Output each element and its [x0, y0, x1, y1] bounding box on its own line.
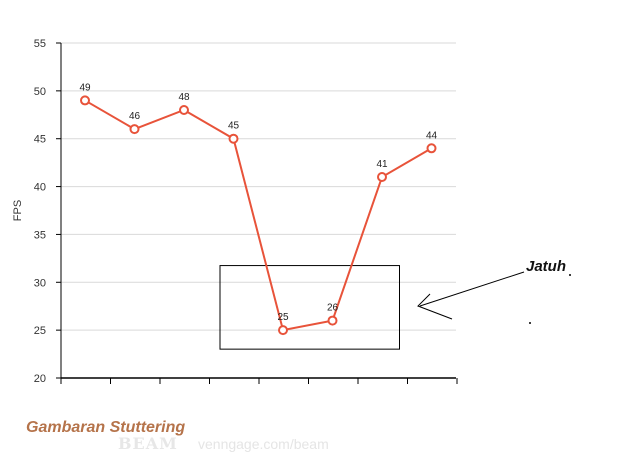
data-point — [80, 95, 90, 106]
data-label: 46 — [129, 111, 141, 122]
y-tick-label: 55 — [34, 38, 46, 50]
data-label: 25 — [277, 312, 289, 323]
y-tick-label: 50 — [34, 86, 46, 98]
y-tick-label: 25 — [34, 325, 46, 337]
data-point — [129, 124, 140, 135]
data-point — [426, 143, 437, 154]
data-point — [327, 315, 338, 326]
watermark-logo: BEAM — [118, 434, 178, 453]
data-label: 49 — [79, 82, 91, 93]
series-line — [84, 99, 433, 332]
data-point — [228, 133, 239, 144]
data-point — [377, 172, 387, 182]
annotation-arrow-shaft — [419, 271, 525, 307]
y-tick-label: 40 — [34, 182, 46, 194]
data-label: 48 — [178, 92, 190, 103]
data-point — [278, 325, 288, 336]
data-label: 26 — [327, 303, 339, 314]
watermark-url: venngage.com/beam — [198, 436, 329, 452]
annotation-label: Jatuh — [526, 258, 567, 275]
y-tick-label: 35 — [34, 229, 46, 241]
y-tick-label: 30 — [34, 277, 46, 289]
chart-caption: Gambaran Stuttering — [26, 419, 186, 436]
annotation-arrow-head — [417, 293, 453, 320]
highlight-box — [219, 265, 400, 350]
data-label: 45 — [228, 121, 240, 132]
annotation-dot — [529, 322, 531, 324]
data-label: 41 — [376, 159, 388, 170]
data-point — [179, 105, 189, 115]
y-axis-title: FPS — [12, 200, 24, 221]
data-label: 44 — [426, 130, 438, 141]
y-tick-label: 20 — [34, 373, 46, 385]
y-tick-label: 45 — [34, 134, 46, 146]
annotation-dot — [569, 274, 571, 276]
